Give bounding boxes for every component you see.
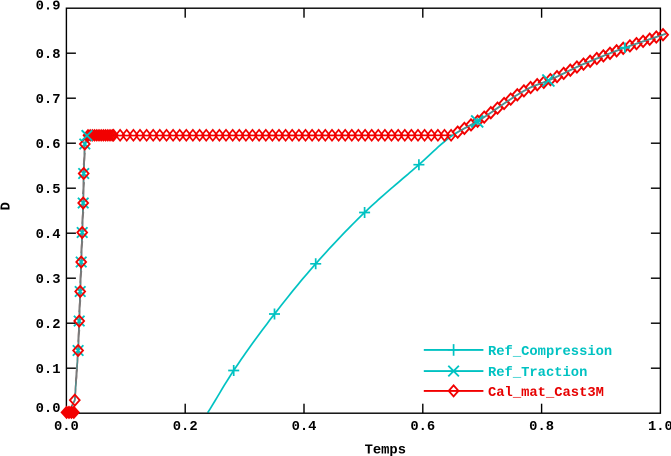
svg-text:0.7: 0.7 — [36, 93, 61, 108]
svg-text:0.1: 0.1 — [36, 363, 61, 378]
svg-text:0.0: 0.0 — [36, 402, 61, 417]
svg-text:0.9: 0.9 — [36, 0, 61, 15]
svg-text:Ref_Compression: Ref_Compression — [488, 344, 612, 360]
svg-text:0.3: 0.3 — [36, 273, 61, 288]
svg-text:0.8: 0.8 — [529, 420, 554, 435]
svg-text:0.4: 0.4 — [292, 420, 317, 435]
svg-text:0.6: 0.6 — [36, 138, 61, 153]
svg-text:0.2: 0.2 — [173, 420, 198, 435]
svg-text:0.8: 0.8 — [36, 48, 61, 63]
svg-text:Ref_Traction: Ref_Traction — [488, 365, 587, 381]
svg-text:D: D — [0, 202, 15, 210]
svg-text:Cal_mat_Cast3M: Cal_mat_Cast3M — [488, 385, 604, 401]
svg-text:0.2: 0.2 — [36, 318, 61, 333]
svg-text:0.6: 0.6 — [410, 420, 435, 435]
svg-text:0.0: 0.0 — [54, 420, 79, 435]
svg-text:1.0: 1.0 — [648, 420, 671, 435]
svg-text:0.4: 0.4 — [36, 228, 61, 243]
svg-text:Temps: Temps — [365, 444, 406, 456]
svg-text:0.5: 0.5 — [36, 183, 61, 198]
